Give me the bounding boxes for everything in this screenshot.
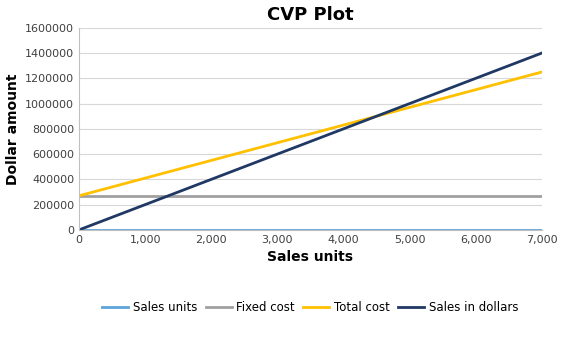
Title: CVP Plot: CVP Plot — [267, 5, 354, 24]
Legend: Sales units, Fixed cost, Total cost, Sales in dollars: Sales units, Fixed cost, Total cost, Sal… — [97, 296, 523, 319]
Y-axis label: Dollar amount: Dollar amount — [6, 73, 20, 185]
X-axis label: Sales units: Sales units — [267, 250, 354, 264]
